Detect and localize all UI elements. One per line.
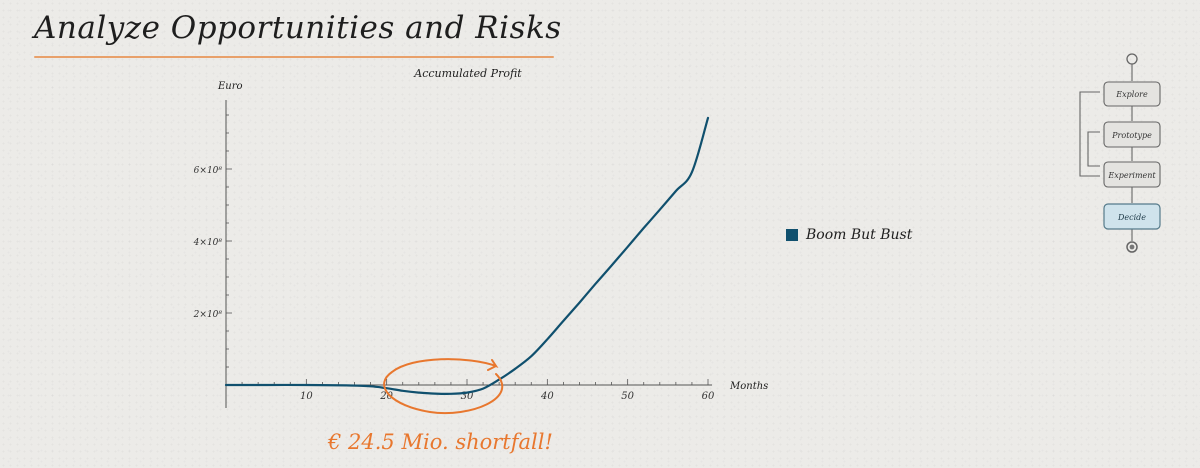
step-label-explore: Explore <box>1115 90 1148 99</box>
y-axis-label: Euro <box>217 81 243 92</box>
y-tick-label: 2×10⁸ <box>193 310 223 320</box>
step-explore <box>1103 81 1161 107</box>
shortfall-annotation: € 24.5 Mio. shortfall! <box>327 430 553 454</box>
x-tick-label: 30 <box>461 391 474 402</box>
shortfall-circle <box>383 358 504 414</box>
loop-bracket-icon <box>1079 91 1100 177</box>
x-tick-label: 40 <box>540 391 554 402</box>
end-node-inner-icon <box>1129 244 1135 250</box>
series-line-boom-but-bust <box>224 116 710 395</box>
page-title: Analyze Opportunities and Risks <box>34 10 562 46</box>
chart-title: Accumulated Profit <box>413 67 522 80</box>
x-tick-label: 20 <box>379 391 393 402</box>
x-tick-label: 60 <box>702 391 715 402</box>
x-tick-label: 50 <box>621 391 634 402</box>
step-label-prototype: Prototype <box>1111 131 1152 140</box>
x-axis-label: Months <box>729 381 768 392</box>
x-tick-label: 10 <box>300 391 313 402</box>
y-tick-label: 4×10⁸ <box>193 238 223 248</box>
step-label-decide: Decide <box>1117 213 1146 222</box>
legend-swatch <box>786 229 798 241</box>
y-tick-label: 6×10⁸ <box>194 166 223 176</box>
step-label-experiment: Experiment <box>1107 171 1156 180</box>
title-underline <box>34 56 554 58</box>
process-diagram: Explore Prototype Experiment Decide <box>1079 53 1161 253</box>
step-prototype <box>1103 121 1161 148</box>
step-decide-active <box>1103 203 1161 230</box>
step-experiment <box>1103 161 1161 188</box>
chart-legend: Boom But Bust <box>786 227 912 243</box>
legend-label: Boom But Bust <box>806 227 913 243</box>
end-node-icon <box>1126 241 1138 253</box>
start-node-icon <box>1126 53 1138 65</box>
